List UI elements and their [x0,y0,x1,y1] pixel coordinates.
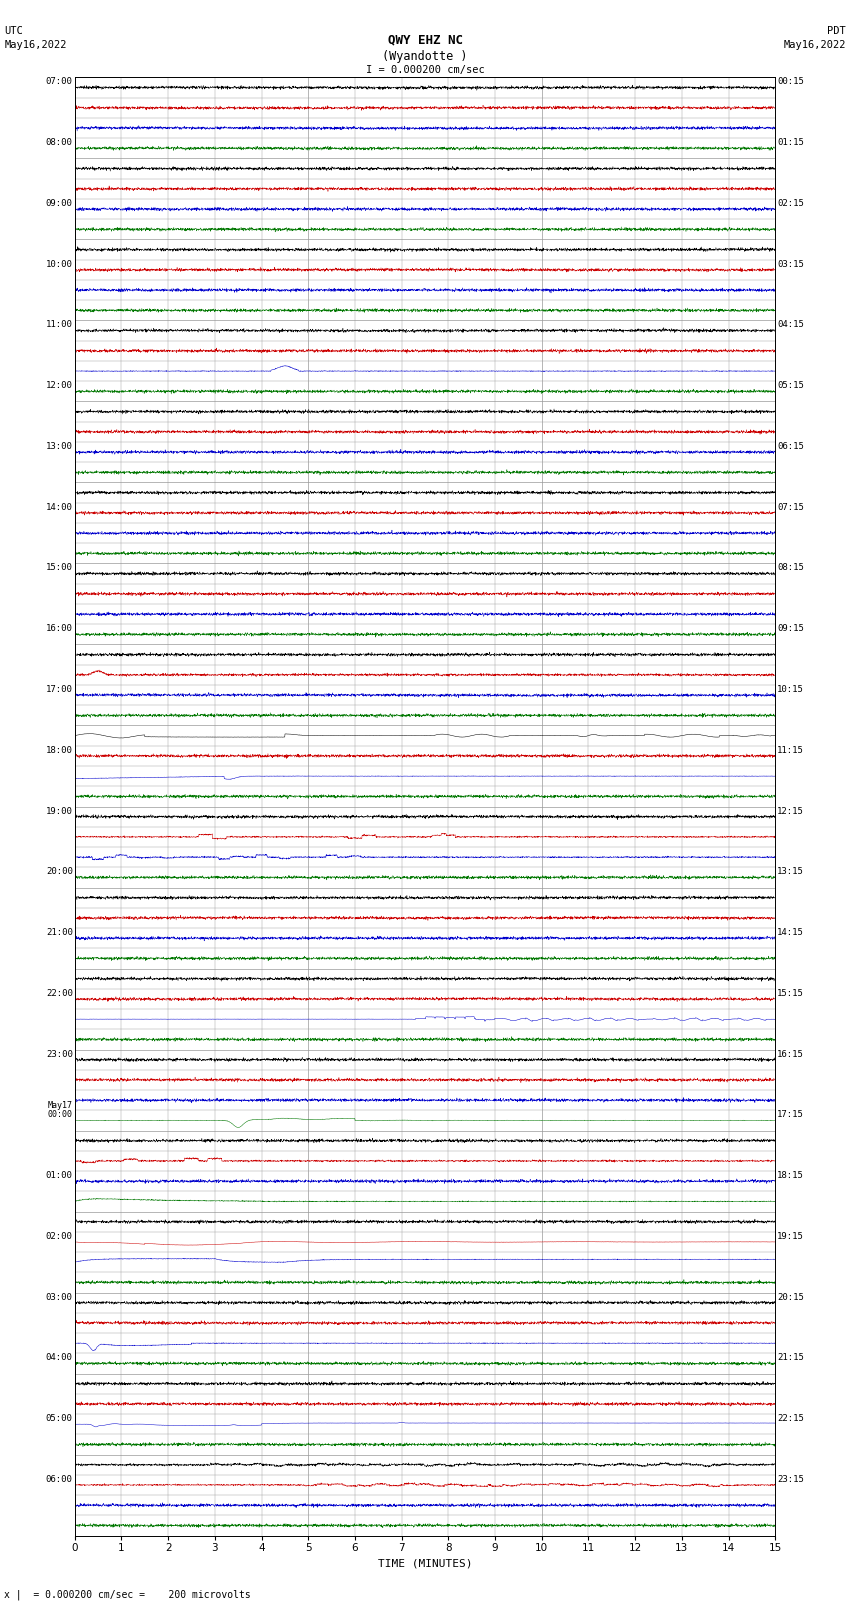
Text: May16,2022: May16,2022 [783,40,846,50]
Text: 05:15: 05:15 [777,381,804,390]
Text: 09:00: 09:00 [46,198,73,208]
Text: 02:15: 02:15 [777,198,804,208]
Text: 07:15: 07:15 [777,503,804,511]
Text: 19:00: 19:00 [46,806,73,816]
Text: 03:15: 03:15 [777,260,804,269]
Text: 04:15: 04:15 [777,321,804,329]
Text: 10:00: 10:00 [46,260,73,269]
Text: 06:00: 06:00 [46,1474,73,1484]
Text: 12:00: 12:00 [46,381,73,390]
Text: (Wyandotte ): (Wyandotte ) [382,50,468,63]
Text: 18:15: 18:15 [777,1171,804,1181]
Text: 22:00: 22:00 [46,989,73,998]
Text: 15:00: 15:00 [46,563,73,573]
Text: 06:15: 06:15 [777,442,804,452]
Text: 23:00: 23:00 [46,1050,73,1058]
Text: 19:15: 19:15 [777,1232,804,1240]
Text: 08:15: 08:15 [777,563,804,573]
Text: 07:00: 07:00 [46,77,73,87]
Text: 20:00: 20:00 [46,868,73,876]
Text: 16:15: 16:15 [777,1050,804,1058]
Text: May17: May17 [48,1102,73,1110]
Text: 09:15: 09:15 [777,624,804,634]
Text: 13:00: 13:00 [46,442,73,452]
Text: 23:15: 23:15 [777,1474,804,1484]
Text: 11:00: 11:00 [46,321,73,329]
Text: 22:15: 22:15 [777,1415,804,1423]
Text: 01:15: 01:15 [777,139,804,147]
Text: 11:15: 11:15 [777,745,804,755]
Text: 17:15: 17:15 [777,1110,804,1119]
Text: 14:00: 14:00 [46,503,73,511]
Text: PDT: PDT [827,26,846,35]
Text: 10:15: 10:15 [777,686,804,694]
Text: x |  = 0.000200 cm/sec =    200 microvolts: x | = 0.000200 cm/sec = 200 microvolts [4,1589,251,1600]
Text: UTC: UTC [4,26,23,35]
Text: 20:15: 20:15 [777,1292,804,1302]
Text: 12:15: 12:15 [777,806,804,816]
Text: 17:00: 17:00 [46,686,73,694]
Text: 00:00: 00:00 [48,1110,73,1119]
Text: 13:15: 13:15 [777,868,804,876]
Text: 05:00: 05:00 [46,1415,73,1423]
Text: 16:00: 16:00 [46,624,73,634]
Text: 00:15: 00:15 [777,77,804,87]
Text: 15:15: 15:15 [777,989,804,998]
Text: 21:15: 21:15 [777,1353,804,1363]
Text: 01:00: 01:00 [46,1171,73,1181]
Text: May16,2022: May16,2022 [4,40,67,50]
X-axis label: TIME (MINUTES): TIME (MINUTES) [377,1558,473,1568]
Text: 04:00: 04:00 [46,1353,73,1363]
Text: 18:00: 18:00 [46,745,73,755]
Text: 21:00: 21:00 [46,927,73,937]
Text: 03:00: 03:00 [46,1292,73,1302]
Text: 08:00: 08:00 [46,139,73,147]
Text: 02:00: 02:00 [46,1232,73,1240]
Text: 14:15: 14:15 [777,927,804,937]
Text: QWY EHZ NC: QWY EHZ NC [388,34,462,47]
Text: I = 0.000200 cm/sec: I = 0.000200 cm/sec [366,65,484,74]
